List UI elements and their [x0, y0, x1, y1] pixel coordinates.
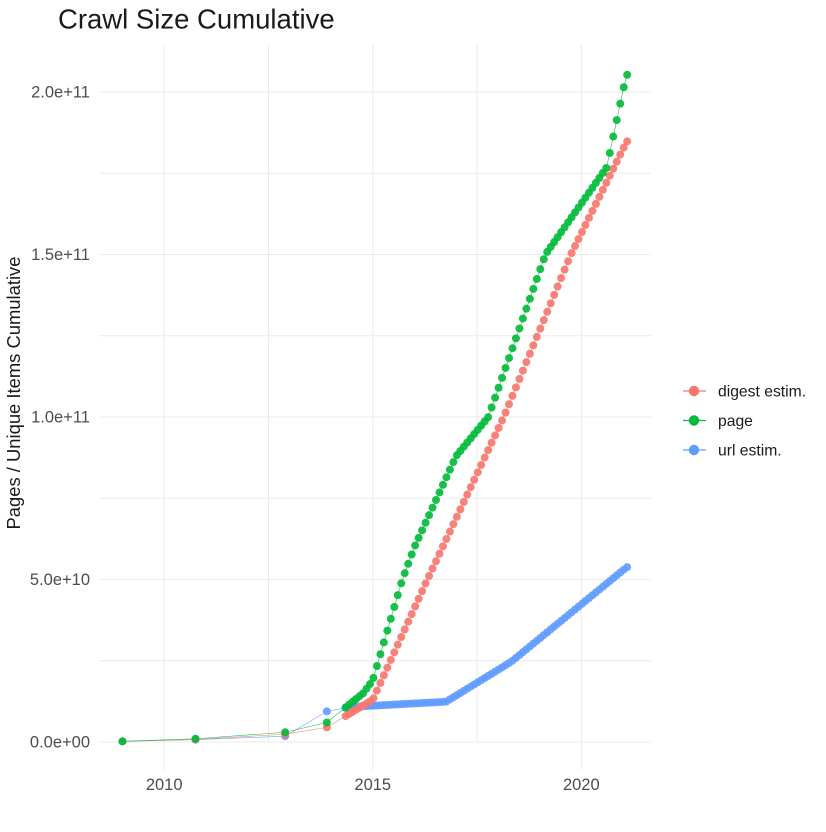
svg-text:2010: 2010 [146, 776, 183, 794]
svg-text:5.0e+10: 5.0e+10 [30, 571, 90, 589]
svg-text:Pages / Unique Items Cumulativ: Pages / Unique Items Cumulative [3, 257, 24, 530]
svg-text:2015: 2015 [354, 776, 391, 794]
svg-text:0.0e+00: 0.0e+00 [30, 734, 90, 752]
svg-text:1.0e+11: 1.0e+11 [31, 409, 90, 427]
svg-text:2020: 2020 [563, 776, 600, 794]
svg-text:page: page [718, 413, 753, 430]
svg-text:url estim.: url estim. [718, 443, 782, 460]
svg-text:Crawl Size Cumulative: Crawl Size Cumulative [58, 4, 335, 35]
svg-text:digest estim.: digest estim. [718, 384, 806, 401]
svg-text:1.5e+11: 1.5e+11 [31, 246, 90, 264]
svg-text:2.0e+11: 2.0e+11 [31, 84, 90, 102]
